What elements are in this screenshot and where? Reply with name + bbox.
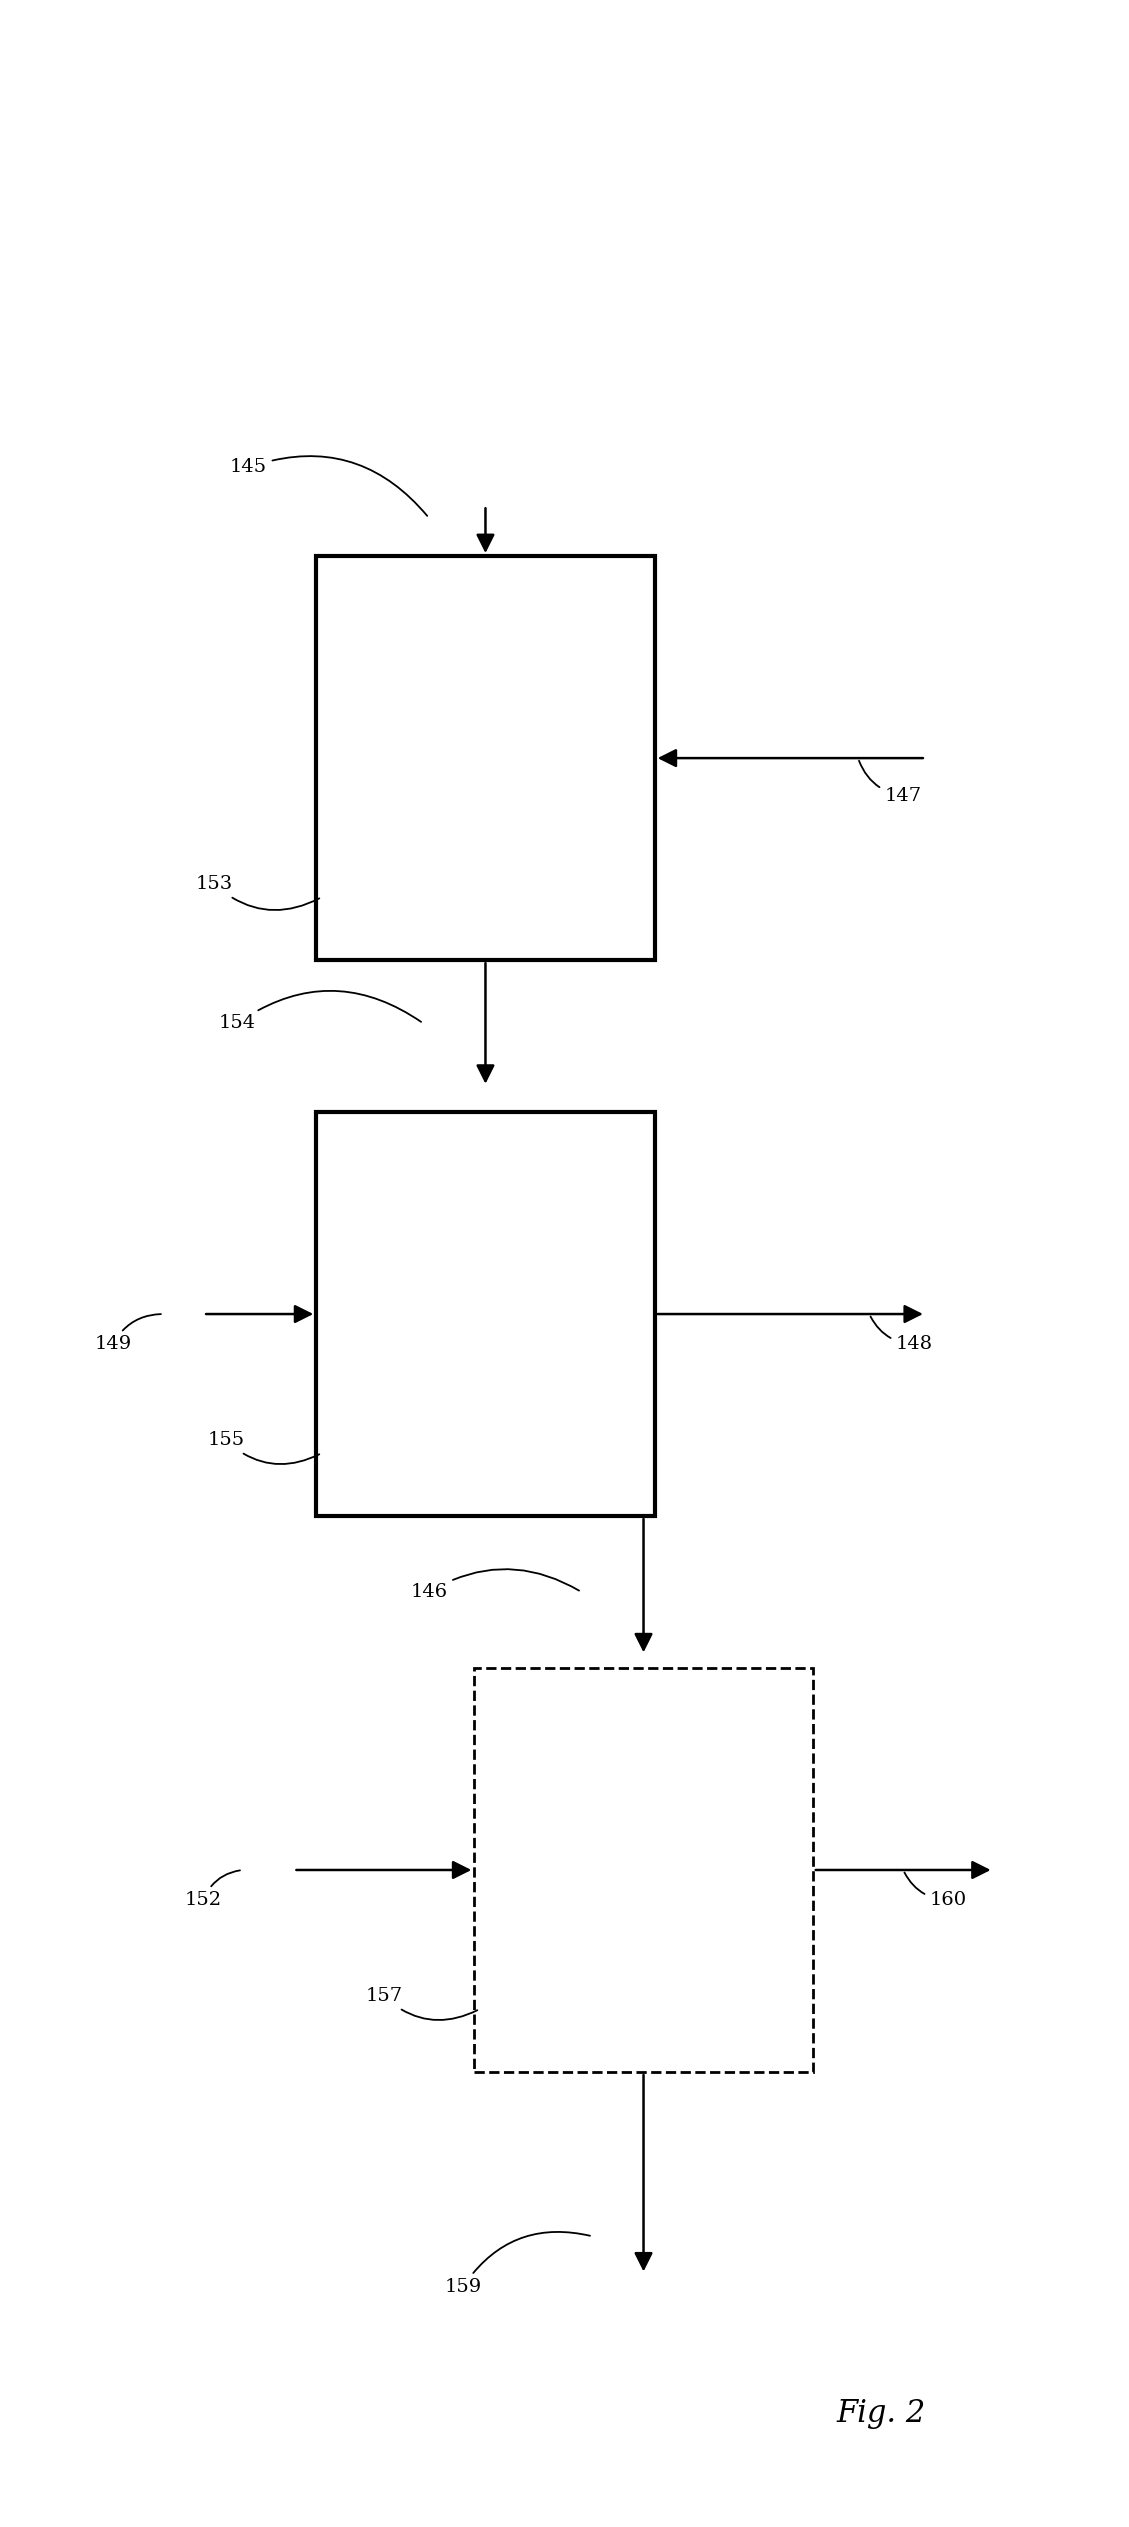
Text: 149: 149 [95, 1314, 161, 1354]
Text: 159: 159 [445, 2231, 590, 2297]
Bar [316, 556, 655, 960]
Text: 146: 146 [411, 1569, 579, 1602]
Bar [316, 1112, 655, 1516]
Text: 154: 154 [219, 991, 421, 1034]
Text: Fig. 2: Fig. 2 [835, 2398, 926, 2428]
Bar [474, 1668, 813, 2072]
Text: 160: 160 [904, 1873, 966, 1910]
Text: 145: 145 [230, 455, 427, 516]
Text: 153: 153 [196, 874, 320, 910]
Text: 157: 157 [366, 1986, 478, 2019]
Text: 148: 148 [870, 1317, 933, 1354]
Text: 155: 155 [208, 1430, 320, 1463]
Text: 152: 152 [185, 1870, 240, 1910]
Text: 147: 147 [859, 761, 921, 806]
